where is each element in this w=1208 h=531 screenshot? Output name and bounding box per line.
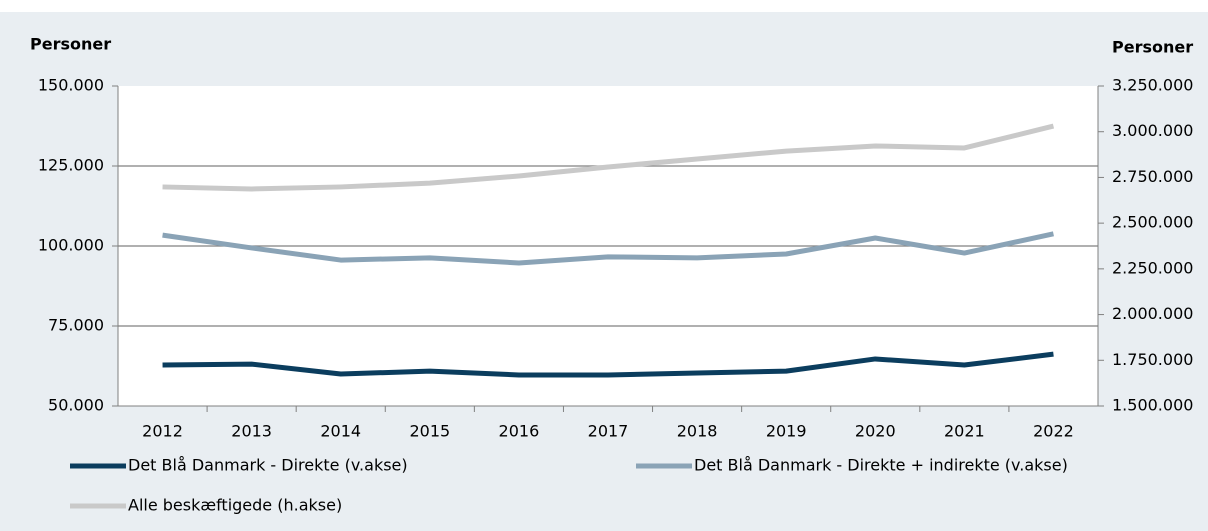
legend-label: Det Blå Danmark - Direkte + indirekte (v… [694,456,1068,475]
legend-label: Alle beskæftigede (h.akse) [128,496,342,515]
x-tick-label: 2018 [677,422,718,441]
y2-tick-label: 1.500.000 [1112,396,1193,415]
legend-label: Det Blå Danmark - Direkte (v.akse) [128,456,408,475]
y-tick-label: 100.000 [38,236,104,255]
series-line [162,231,1054,266]
y2-tick-label: 1.750.000 [1112,350,1193,369]
y2-tick-label: 2.000.000 [1112,304,1193,323]
y2-tick-label: 3.250.000 [1112,76,1193,95]
y2-tick-label: 2.500.000 [1112,213,1193,232]
y-tick-label: 75.000 [48,316,104,335]
x-tick-label: 2015 [409,422,450,441]
y-tick-label: 150.000 [38,76,104,95]
x-tick-label: 2020 [855,422,896,441]
x-tick-label: 2012 [142,422,183,441]
y-tick-label: 50.000 [48,396,104,415]
x-tick-label: 2021 [944,422,985,441]
series-line [162,351,1054,378]
y2-tick-label: 3.000.000 [1112,121,1193,140]
y2-tick-label: 2.750.000 [1112,167,1193,186]
x-tick-label: 2019 [766,422,807,441]
y2-tick-label: 2.250.000 [1112,258,1193,277]
x-tick-label: 2014 [320,422,361,441]
y-tick-label: 125.000 [38,156,104,175]
x-tick-label: 2013 [231,422,272,441]
y-axis-label: Personer [30,35,111,54]
y2-axis-label: Personer [1112,38,1193,57]
x-tick-label: 2022 [1033,422,1074,441]
x-tick-label: 2016 [499,422,540,441]
x-tick-label: 2017 [588,422,629,441]
series-line [162,123,1055,192]
